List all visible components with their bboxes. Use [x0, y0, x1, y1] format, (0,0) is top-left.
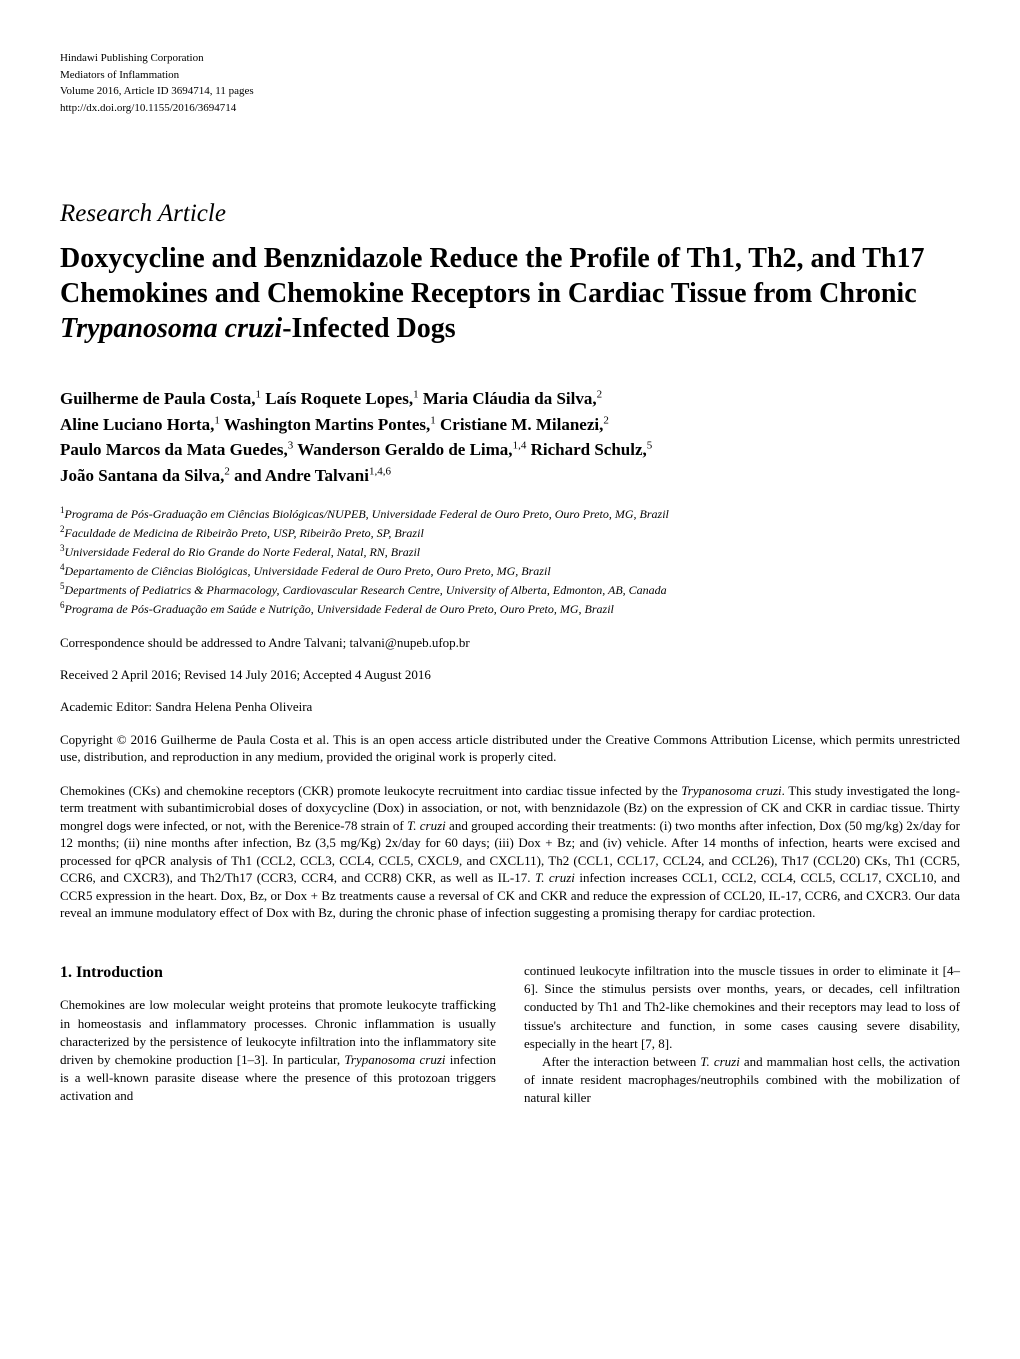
academic-editor: Academic Editor: Sandra Helena Penha Oli… — [60, 698, 960, 716]
affiliation-text: Departments of Pediatrics & Pharmacology… — [65, 583, 667, 597]
correspondence: Correspondence should be addressed to An… — [60, 634, 960, 652]
affiliation: 2Faculdade de Medicina de Ribeirão Preto… — [60, 523, 960, 542]
species-name: Trypanosoma cruzi — [681, 783, 781, 798]
author-sup: 5 — [647, 439, 653, 451]
affiliation-text: Programa de Pós-Graduação em Ciências Bi… — [65, 507, 669, 521]
abstract: Chemokines (CKs) and chemokine receptors… — [60, 782, 960, 922]
affiliations-list: 1Programa de Pós-Graduação em Ciências B… — [60, 504, 960, 618]
affiliation: 4Departamento de Ciências Biológicas, Un… — [60, 561, 960, 580]
author: Laís Roquete Lopes, — [261, 389, 413, 408]
doi-link: http://dx.doi.org/10.1155/2016/3694714 — [60, 100, 960, 117]
intro-paragraph: Chemokines are low molecular weight prot… — [60, 996, 496, 1105]
dates: Received 2 April 2016; Revised 14 July 2… — [60, 666, 960, 684]
author: João Santana da Silva, — [60, 466, 224, 485]
species-name: Trypanosoma cruzi — [344, 1052, 445, 1067]
copyright: Copyright © 2016 Guilherme de Paula Cost… — [60, 731, 960, 766]
author: and Andre Talvani — [230, 466, 369, 485]
affiliation-text: Universidade Federal do Rio Grande do No… — [65, 545, 421, 559]
body-text: After the interaction between — [542, 1054, 700, 1069]
affiliation-text: Departamento de Ciências Biológicas, Uni… — [65, 564, 551, 578]
species-name: T. cruzi — [407, 818, 446, 833]
author: Richard Schulz, — [526, 440, 646, 459]
intro-paragraph: After the interaction between T. cruzi a… — [524, 1053, 960, 1108]
affiliation: 5Departments of Pediatrics & Pharmacolog… — [60, 580, 960, 599]
affiliation-text: Programa de Pós-Graduação em Saúde e Nut… — [65, 602, 614, 616]
author: Cristiane M. Milanezi, — [436, 415, 604, 434]
body-columns: 1. Introduction Chemokines are low molec… — [60, 962, 960, 1108]
author: Guilherme de Paula Costa, — [60, 389, 256, 408]
author-sup: 2 — [603, 414, 609, 426]
author: Wanderson Geraldo de Lima, — [293, 440, 512, 459]
authors-list: Guilherme de Paula Costa,1 Laís Roquete … — [60, 386, 960, 488]
article-title: Doxycycline and Benznidazole Reduce the … — [60, 241, 960, 346]
journal-info: Hindawi Publishing Corporation Mediators… — [60, 50, 960, 116]
affiliation: 1Programa de Pós-Graduação em Ciências B… — [60, 504, 960, 523]
abstract-text: Chemokines (CKs) and chemokine receptors… — [60, 783, 681, 798]
right-column: continued leukocyte infiltration into th… — [524, 962, 960, 1108]
title-species: Trypanosoma cruzi — [60, 313, 282, 344]
volume-info: Volume 2016, Article ID 3694714, 11 page… — [60, 83, 960, 100]
author: Paulo Marcos da Mata Guedes, — [60, 440, 288, 459]
intro-paragraph: continued leukocyte infiltration into th… — [524, 962, 960, 1053]
title-prefix: Doxycycline and Benznidazole Reduce the … — [60, 243, 924, 309]
author: Washington Martins Pontes, — [220, 415, 430, 434]
author-sup: 1,4 — [513, 439, 527, 451]
journal-name: Mediators of Inflammation — [60, 67, 960, 84]
author: Aline Luciano Horta, — [60, 415, 214, 434]
left-column: 1. Introduction Chemokines are low molec… — [60, 962, 496, 1108]
title-suffix: -Infected Dogs — [282, 313, 455, 344]
species-name: T. cruzi — [535, 870, 575, 885]
affiliation-text: Faculdade de Medicina de Ribeirão Preto,… — [65, 526, 424, 540]
article-type: Research Article — [60, 196, 960, 231]
author: Maria Cláudia da Silva, — [419, 389, 597, 408]
section-heading: 1. Introduction — [60, 962, 496, 984]
author-sup: 2 — [597, 388, 603, 400]
affiliation: 6Programa de Pós-Graduação em Saúde e Nu… — [60, 599, 960, 618]
author-sup: 1,4,6 — [369, 465, 391, 477]
species-name: T. cruzi — [700, 1054, 740, 1069]
publisher: Hindawi Publishing Corporation — [60, 50, 960, 67]
affiliation: 3Universidade Federal do Rio Grande do N… — [60, 542, 960, 561]
